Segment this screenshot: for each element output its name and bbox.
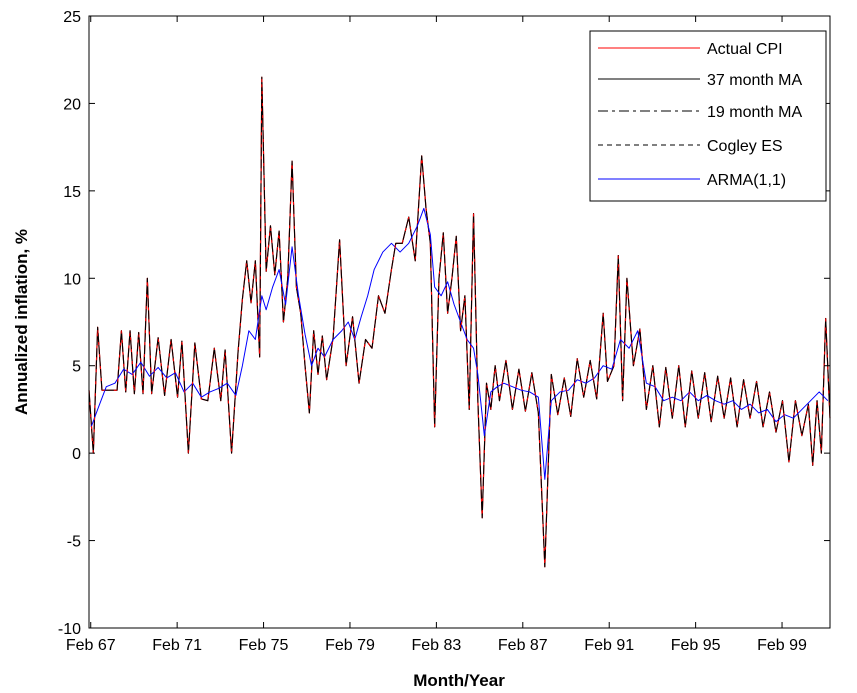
- legend: Actual CPI 37 month MA 19 month MA Cogley E…: [589, 30, 827, 202]
- series-line-1: [88, 76, 831, 568]
- x-axis-title: Month/Year: [413, 671, 505, 690]
- series-layer: [88, 76, 831, 568]
- legend-label-2: 19 month MA: [707, 104, 802, 121]
- x-axis: Feb 67 Feb 71 Feb 75 Feb 79 Feb 83 Feb 87 Feb …: [66, 16, 807, 654]
- legend-box: [589, 30, 827, 202]
- y-tick-label-3: 5: [72, 359, 81, 376]
- y-axis-title: Annualized inflation, %: [12, 229, 31, 415]
- x-tick-label-7: Feb 95: [671, 637, 721, 654]
- x-tick-label-0: Feb 67: [66, 637, 116, 654]
- x-tick-label-3: Feb 79: [325, 637, 375, 654]
- x-tick-label-2: Feb 75: [239, 637, 289, 654]
- y-tick-label-1: -5: [67, 534, 81, 551]
- x-tick-label-6: Feb 91: [584, 637, 634, 654]
- series-line-4: [90, 207, 829, 480]
- y-tick-label-6: 20: [63, 96, 81, 113]
- y-tick-label-7: 25: [63, 9, 81, 26]
- plot-frame: [88, 15, 831, 629]
- y-tick-label-4: 10: [63, 271, 81, 288]
- y-tick-label-0: -10: [58, 621, 81, 638]
- y-tick-label-2: 0: [72, 446, 81, 463]
- y-axis: -10 -5 0 5 10 15 20 25: [58, 9, 830, 638]
- x-tick-label-1: Feb 71: [152, 637, 202, 654]
- legend-label-1: 37 month MA: [707, 72, 802, 89]
- legend-label-4: ARMA(1,1): [707, 172, 786, 189]
- x-tick-label-4: Feb 83: [411, 637, 461, 654]
- x-tick-label-8: Feb 99: [757, 637, 807, 654]
- legend-label-3: Cogley ES: [707, 138, 783, 155]
- legend-label-0: Actual CPI: [707, 41, 783, 58]
- y-tick-label-5: 15: [63, 184, 81, 201]
- x-tick-label-5: Feb 87: [498, 637, 548, 654]
